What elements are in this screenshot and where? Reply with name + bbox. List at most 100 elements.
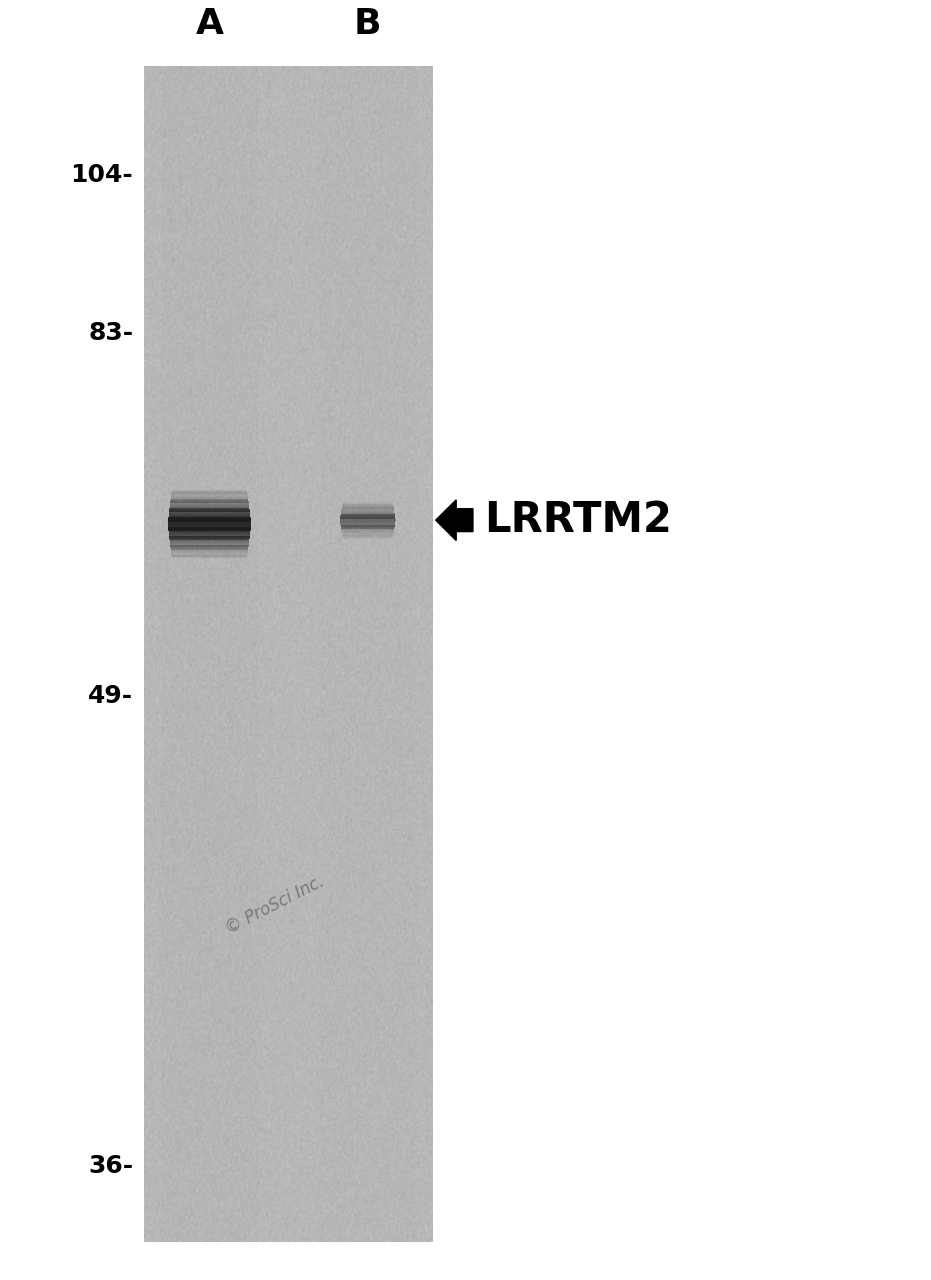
Bar: [169, 539, 250, 541]
Bar: [342, 507, 394, 508]
Bar: [169, 535, 250, 536]
Bar: [168, 525, 251, 526]
Bar: [169, 513, 250, 516]
Bar: [170, 543, 249, 544]
Bar: [342, 507, 394, 508]
Bar: [169, 520, 250, 521]
Bar: [168, 521, 251, 524]
Bar: [343, 538, 393, 539]
Bar: [343, 503, 393, 504]
Text: LRRTM2: LRRTM2: [484, 499, 672, 541]
Bar: [168, 526, 251, 527]
Bar: [171, 490, 248, 492]
Text: © ProSci Inc.: © ProSci Inc.: [223, 873, 327, 938]
Bar: [341, 515, 395, 516]
Bar: [342, 534, 394, 535]
Bar: [168, 522, 251, 525]
Bar: [170, 548, 249, 550]
Bar: [171, 495, 248, 498]
Bar: [342, 531, 394, 534]
Bar: [171, 497, 248, 498]
Bar: [171, 557, 248, 558]
Bar: [169, 511, 250, 512]
Bar: [341, 529, 395, 530]
Bar: [340, 518, 396, 521]
Bar: [341, 525, 395, 527]
Bar: [169, 536, 250, 538]
Bar: [169, 507, 250, 508]
Bar: [170, 502, 249, 503]
Bar: [340, 518, 396, 520]
Bar: [171, 549, 248, 552]
Bar: [169, 506, 250, 507]
Bar: [170, 548, 249, 549]
Bar: [341, 511, 395, 512]
Bar: [171, 494, 248, 495]
Bar: [169, 540, 250, 543]
Bar: [170, 541, 249, 543]
Text: A: A: [196, 8, 223, 41]
Bar: [170, 503, 249, 506]
Bar: [169, 512, 250, 515]
Bar: [340, 517, 396, 518]
Bar: [169, 534, 250, 535]
Bar: [170, 544, 249, 545]
Bar: [170, 503, 249, 504]
Bar: [169, 518, 250, 520]
Bar: [169, 512, 250, 513]
Bar: [169, 530, 250, 532]
Bar: [341, 525, 395, 526]
Bar: [341, 516, 395, 517]
Bar: [169, 538, 250, 539]
Bar: [169, 539, 250, 540]
Bar: [171, 552, 248, 553]
Bar: [171, 556, 248, 557]
Bar: [169, 532, 250, 534]
Bar: [169, 508, 250, 509]
Bar: [171, 492, 248, 493]
Text: 104-: 104-: [71, 163, 133, 187]
Bar: [342, 509, 394, 511]
Bar: [343, 502, 393, 503]
Bar: [171, 553, 248, 554]
Text: 49-: 49-: [88, 684, 133, 708]
Bar: [342, 530, 394, 531]
Bar: [169, 515, 250, 516]
Bar: [170, 547, 249, 548]
Bar: [169, 529, 250, 530]
Bar: [170, 498, 249, 499]
Bar: [342, 509, 394, 511]
Text: B: B: [354, 8, 382, 41]
Bar: [343, 535, 393, 536]
Bar: [169, 517, 250, 518]
Bar: [343, 536, 393, 538]
Bar: [341, 524, 395, 525]
Bar: [170, 545, 249, 547]
Bar: [341, 516, 395, 517]
Bar: [342, 506, 394, 507]
Bar: [340, 520, 396, 521]
Bar: [343, 503, 393, 504]
Bar: [170, 500, 249, 502]
Bar: [170, 499, 249, 500]
Bar: [342, 529, 394, 530]
Bar: [168, 521, 251, 522]
Bar: [340, 522, 396, 524]
Bar: [169, 530, 250, 531]
Bar: [169, 516, 250, 517]
Bar: [341, 513, 395, 515]
Bar: [169, 509, 250, 511]
Bar: [171, 554, 248, 556]
Bar: [168, 524, 251, 525]
Bar: [341, 512, 395, 513]
Bar: [341, 527, 395, 529]
Bar: [341, 522, 395, 524]
Bar: [169, 531, 250, 534]
Bar: [171, 550, 248, 552]
Text: 36-: 36-: [88, 1153, 133, 1178]
Bar: [342, 531, 394, 532]
Bar: [341, 526, 395, 527]
Bar: [170, 504, 249, 507]
Bar: [342, 532, 394, 534]
Bar: [341, 513, 395, 515]
